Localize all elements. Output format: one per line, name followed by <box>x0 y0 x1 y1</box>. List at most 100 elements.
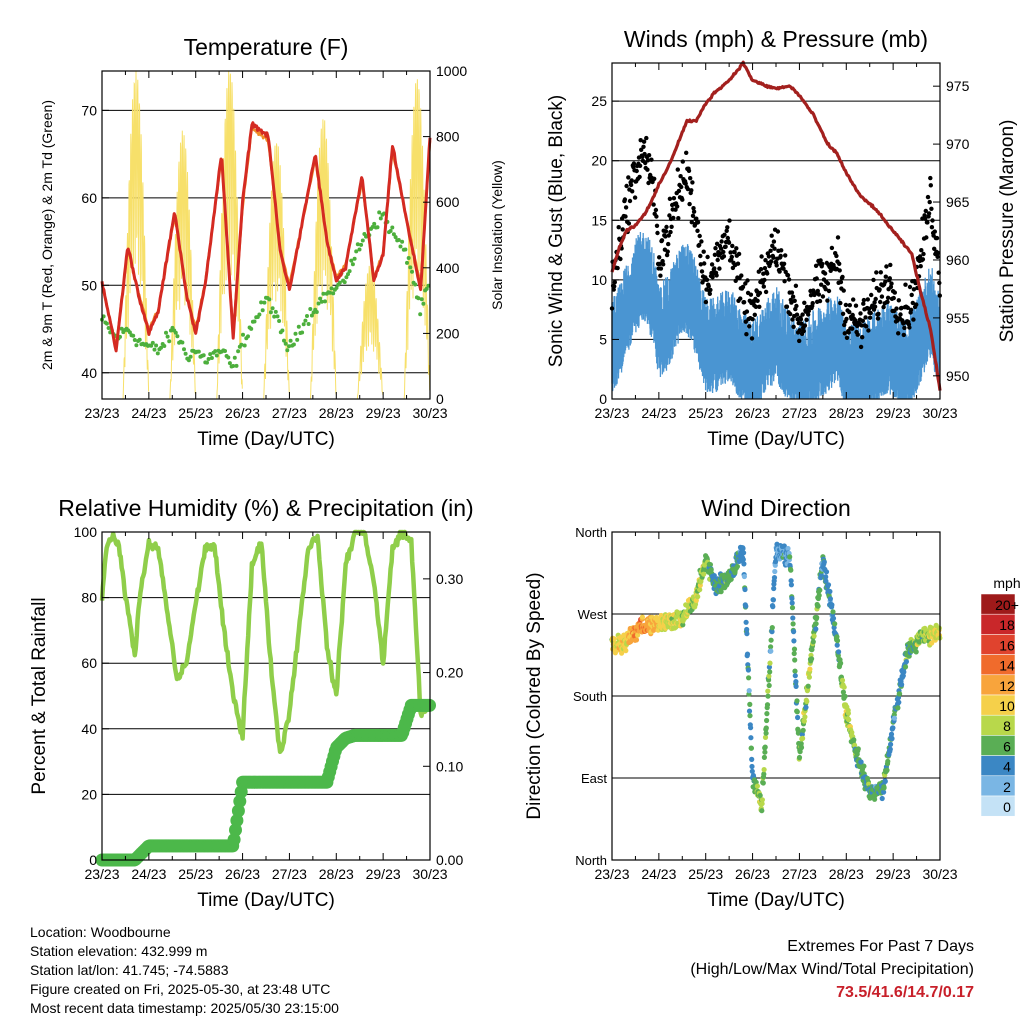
x-tick-label: 25/23 <box>178 405 213 421</box>
gust-point <box>937 280 942 286</box>
dewpoint-point <box>346 272 350 277</box>
gust-point <box>668 229 673 235</box>
dewpoint-point <box>268 310 273 315</box>
gust-point <box>871 277 876 283</box>
gust-point <box>819 282 824 287</box>
dewpoint-point <box>137 337 142 342</box>
gust-point <box>785 273 791 278</box>
x-tick-label: 25/23 <box>178 866 213 882</box>
figure-created: Figure created on Fri, 2025-05-30, at 23… <box>30 981 331 997</box>
x-tick-label: 27/23 <box>272 866 307 882</box>
direction-point <box>749 756 755 763</box>
direction-point <box>639 614 646 620</box>
dewpoint-point <box>277 319 282 323</box>
gust-point <box>657 261 662 267</box>
dewpoint-point <box>319 299 324 304</box>
gust-point <box>861 297 867 303</box>
gust-point <box>704 277 710 282</box>
direction-point <box>761 767 767 773</box>
gust-point <box>703 299 709 305</box>
dewpoint-point <box>344 275 349 280</box>
direction-point <box>811 633 817 639</box>
direction-point <box>769 625 775 631</box>
gust-point <box>719 239 724 244</box>
y-tick-label: 70 <box>81 102 97 118</box>
direction-point <box>741 573 748 580</box>
gust-point <box>929 206 934 211</box>
precip-point <box>227 833 241 847</box>
dewpoint-point <box>152 347 157 352</box>
extremes-heading: Extremes For Past 7 Days <box>787 938 974 955</box>
gust-point <box>714 273 719 278</box>
y-tick-label: North <box>575 853 607 868</box>
gust-point <box>800 312 805 317</box>
dewpoint-point <box>306 322 311 326</box>
gust-point <box>874 270 879 275</box>
legend-title: mph <box>993 575 1020 591</box>
direction-point <box>768 637 774 643</box>
dewpoint-point <box>208 352 213 357</box>
x-tick-label: 30/23 <box>412 866 447 882</box>
x-tick-label: 23/23 <box>84 866 119 882</box>
dewpoint-point <box>241 332 245 337</box>
gust-point <box>863 315 868 320</box>
gust-point <box>926 211 932 216</box>
gust-point <box>631 161 637 166</box>
direction-point <box>842 693 848 699</box>
gust-point <box>652 176 657 181</box>
dewpoint-point <box>119 326 124 331</box>
gust-point <box>860 335 865 340</box>
direction-point <box>785 545 791 552</box>
legend-label: 2 <box>1003 779 1011 795</box>
direction-point <box>747 701 753 708</box>
dewpoint-point <box>234 363 239 368</box>
direction-point <box>815 603 821 609</box>
gust-point <box>626 221 632 226</box>
gust-point <box>630 189 635 194</box>
gust-point <box>853 303 859 308</box>
gust-point <box>757 290 763 296</box>
dewpoint-point <box>213 349 218 354</box>
gust-point <box>927 199 932 205</box>
station-latlon: Station lat/lon: 41.745; -74.5883 <box>30 962 229 978</box>
legend-swatch <box>980 795 1016 817</box>
gust-point <box>794 303 799 309</box>
gust-point <box>690 180 695 185</box>
gust-point <box>883 279 888 284</box>
gust-point <box>771 239 777 244</box>
dewpoint-point <box>331 291 336 296</box>
direction-point <box>766 673 772 679</box>
y-axis-label: Direction (Colored By Speed) <box>524 572 545 819</box>
direction-point <box>846 717 852 723</box>
x-axis-label: Time (Day/UTC) <box>197 890 335 911</box>
gust-point <box>708 287 713 293</box>
gust-point <box>678 174 683 179</box>
dewpoint-point <box>352 256 357 261</box>
gust-point <box>683 181 688 186</box>
gust-point <box>792 298 797 303</box>
direction-point <box>885 758 891 765</box>
gust-point <box>909 292 914 298</box>
gust-point <box>761 271 766 276</box>
dewpoint-point <box>372 221 377 226</box>
direction-point <box>836 649 842 655</box>
gust-point <box>676 216 681 221</box>
gust-point <box>622 197 628 202</box>
y-tick-label: 60 <box>81 655 97 671</box>
direction-point <box>788 567 794 573</box>
dewpoint-point <box>132 338 137 342</box>
dewpoint-point <box>270 306 275 311</box>
direction-point <box>761 771 767 777</box>
gust-point <box>896 331 901 336</box>
gust-point <box>846 330 851 335</box>
dewpoint-point <box>300 330 305 335</box>
direction-point <box>791 629 797 635</box>
gust-point <box>766 254 772 259</box>
direction-point <box>746 688 752 694</box>
y-tick-label: North <box>575 525 607 540</box>
gust-point <box>774 263 779 268</box>
direction-point <box>852 742 858 748</box>
dewpoint-point <box>285 348 290 353</box>
gust-point <box>786 277 792 282</box>
gust-point <box>638 138 643 143</box>
